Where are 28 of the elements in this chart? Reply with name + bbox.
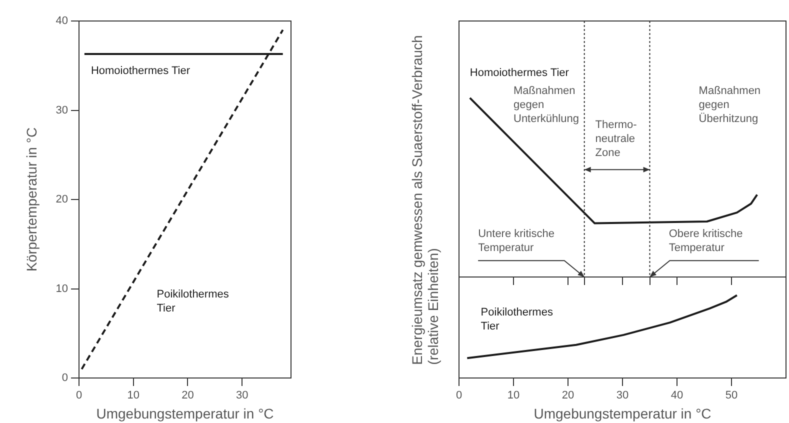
series-label: Homoiothermes Tier (90, 65, 190, 78)
y-tick-label: 0 (62, 372, 68, 384)
text: Poikilothermes Tier (156, 288, 230, 314)
x-axis-title: Umgebungstemperatur in °C (96, 405, 274, 422)
x-tick-label: 10 (127, 390, 140, 402)
y-tick-label: 40 (56, 15, 68, 28)
y-axis-title: Energieumsatz gemwessen als Suaerstoff-Verbrauch (relative Einheiten) (409, 35, 441, 365)
series-label: Homoiothermes Tier (470, 67, 570, 80)
x-tick-label: 30 (616, 390, 629, 402)
x-tick-label: 40 (670, 390, 684, 402)
x-tick-label: 30 (236, 390, 248, 402)
x-tick-label: 20 (562, 390, 574, 402)
ref-line-label: Untere kritische Temperatur (478, 228, 554, 254)
y-tick-label: 10 (56, 282, 68, 295)
x-tick-label: 20 (182, 390, 194, 402)
annotation: Maßnahmen gegen Unterkühlung (514, 84, 579, 125)
x-tick-label: 0 (456, 390, 462, 402)
x-axis-title: Umgebungstemperatur in °C (534, 405, 712, 422)
series-label: Poikilothermes Tier (480, 306, 554, 332)
x-tick-label: 10 (507, 390, 520, 402)
x-tick-label: 50 (725, 390, 738, 402)
ref-line-label: Obere kritische Temperatur (668, 228, 743, 254)
y-axis-title: Körpertemperatur in °C (23, 127, 40, 272)
annotation: Thermo- neutrale Zone (595, 118, 638, 159)
y-tick-label: 30 (56, 104, 68, 116)
annotation: Maßnahmen gegen Überhitzung (698, 84, 761, 125)
y-tick-label: 20 (56, 194, 68, 206)
x-tick-label: 0 (76, 390, 82, 402)
